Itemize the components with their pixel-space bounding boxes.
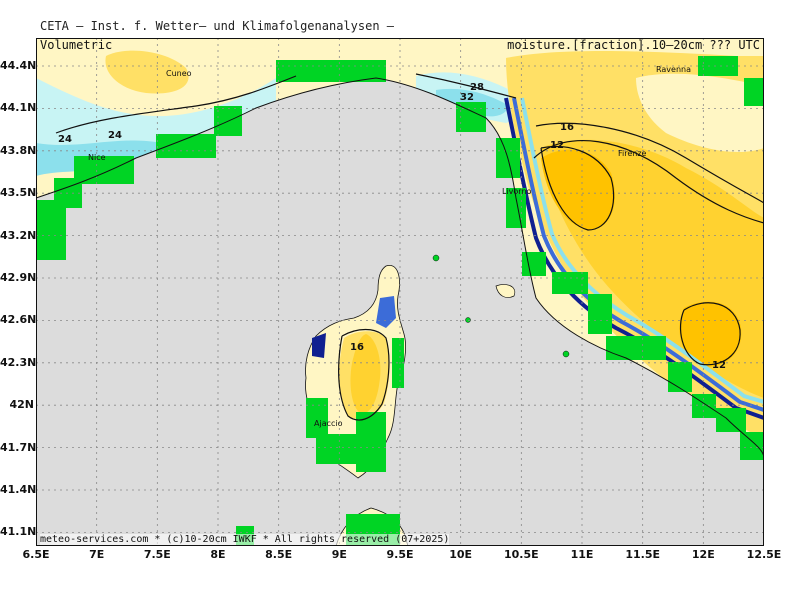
latitude-label: 42.6N: [0, 313, 37, 327]
contour-line: [533, 139, 765, 224]
masked-cell: [552, 272, 588, 294]
moisture-patch-cuneo: [105, 50, 189, 94]
longitude-label: 10.5E: [504, 548, 539, 561]
city-label-firenze: Firenze: [618, 149, 647, 158]
longitude-label: 12.5E: [746, 548, 782, 561]
city-label-livorno: Livorno: [502, 187, 532, 196]
longitude-label: 10E: [449, 548, 473, 561]
longitude-label: 8.5E: [265, 548, 293, 561]
masked-cell: [316, 434, 356, 464]
chart-title: CETA – Inst. f. Wetter– und Klimafolgena…: [40, 19, 395, 33]
longitude-label: 11.5E: [625, 548, 660, 561]
latitude-label: 42.3N: [0, 355, 37, 369]
longitude-label: 9.5E: [386, 548, 414, 561]
longitude-label: 7.5E: [143, 548, 171, 561]
corsica-moisture-inner: [350, 334, 381, 414]
longitude-label: 8E: [210, 548, 226, 561]
contour-line: [55, 75, 297, 134]
credit-line: meteo-services.com * (c)10-20cm IWKF * A…: [40, 534, 450, 545]
masked-cell: [588, 294, 612, 334]
longitude-label: 7E: [89, 548, 105, 561]
longitude-label: 9E: [331, 548, 347, 561]
latitude-label: 43.8N: [0, 143, 37, 157]
contour-label: 12: [550, 140, 564, 151]
contour-line: [415, 73, 517, 99]
masked-cell: [744, 78, 764, 106]
moisture-core-firenze: [541, 149, 615, 230]
masked-cell: [716, 408, 746, 432]
city-label-cuneo: Cuneo: [166, 69, 192, 78]
contour-value-labels: 24 24 28 32 16 12 16 12: [58, 82, 726, 371]
map-canvas: Cuneo Nice Livorno Firenze Ravenna Ajacc…: [35, 38, 765, 547]
mainland-coastline: [35, 77, 765, 459]
graticule: [36, 38, 764, 546]
latitude-label: 43.2N: [0, 228, 37, 242]
longitude-label: 6.5E: [22, 548, 50, 561]
masked-cell: [306, 398, 328, 438]
longitude-label: 12E: [691, 548, 715, 561]
variable-type-label: Volumetric: [40, 38, 113, 52]
latitude-label: 43.5N: [0, 186, 37, 200]
contour-line: [338, 328, 390, 421]
masked-cell: [74, 156, 134, 184]
contour-label: 16: [350, 342, 364, 353]
latitude-label: 41.4N: [0, 483, 37, 496]
masked-coastal-cells: [36, 56, 764, 546]
latitude-label: 41.7N: [0, 440, 37, 454]
contour-line: [535, 122, 765, 204]
masked-cell: [698, 56, 738, 76]
contour-lines: [55, 73, 765, 421]
latitude-label: 42.9N: [0, 271, 37, 284]
latitude-label: 41.1N: [0, 525, 37, 539]
latitude-label: 44.4N: [0, 59, 37, 72]
contour-label: 24: [108, 130, 122, 141]
corsica-wet-west: [312, 333, 326, 358]
city-labels: Cuneo Nice Livorno Firenze Ravenna Ajacc…: [88, 65, 691, 428]
masked-cell: [522, 252, 546, 276]
masked-cell: [606, 336, 666, 360]
giglio-island: [562, 350, 570, 358]
masked-cell: [156, 134, 216, 158]
moisture-patch-ravenna: [636, 73, 764, 153]
masked-cell: [740, 432, 764, 460]
contour-label: 28: [470, 82, 484, 93]
contour-label: 16: [560, 122, 574, 133]
variable-description-label: moisture.[fraction].10–20cm ??? UTC: [507, 38, 760, 52]
masked-cell: [356, 412, 386, 472]
capraia-island: [432, 254, 440, 262]
contour-line: [679, 302, 741, 366]
latitude-label: 42N: [9, 398, 34, 412]
city-label-nice: Nice: [88, 153, 106, 162]
masked-cell: [36, 200, 66, 260]
map-frame: Cuneo Nice Livorno Firenze Ravenna Ajacc…: [35, 38, 765, 547]
city-label-ravenna: Ravenna: [656, 65, 691, 74]
city-label-ajaccio: Ajaccio: [314, 419, 343, 428]
masked-cell: [668, 362, 692, 392]
contour-label: 12: [712, 360, 726, 371]
contour-label: 24: [58, 134, 72, 145]
latitude-label: 44.1N: [0, 101, 37, 115]
moisture-core-south: [679, 301, 742, 367]
map-border: [36, 38, 764, 546]
contour-label: 32: [460, 92, 474, 103]
elba-island: [495, 284, 516, 298]
longitude-label: 11E: [570, 548, 594, 561]
masked-cell: [276, 60, 386, 82]
contour-line: [540, 145, 615, 231]
